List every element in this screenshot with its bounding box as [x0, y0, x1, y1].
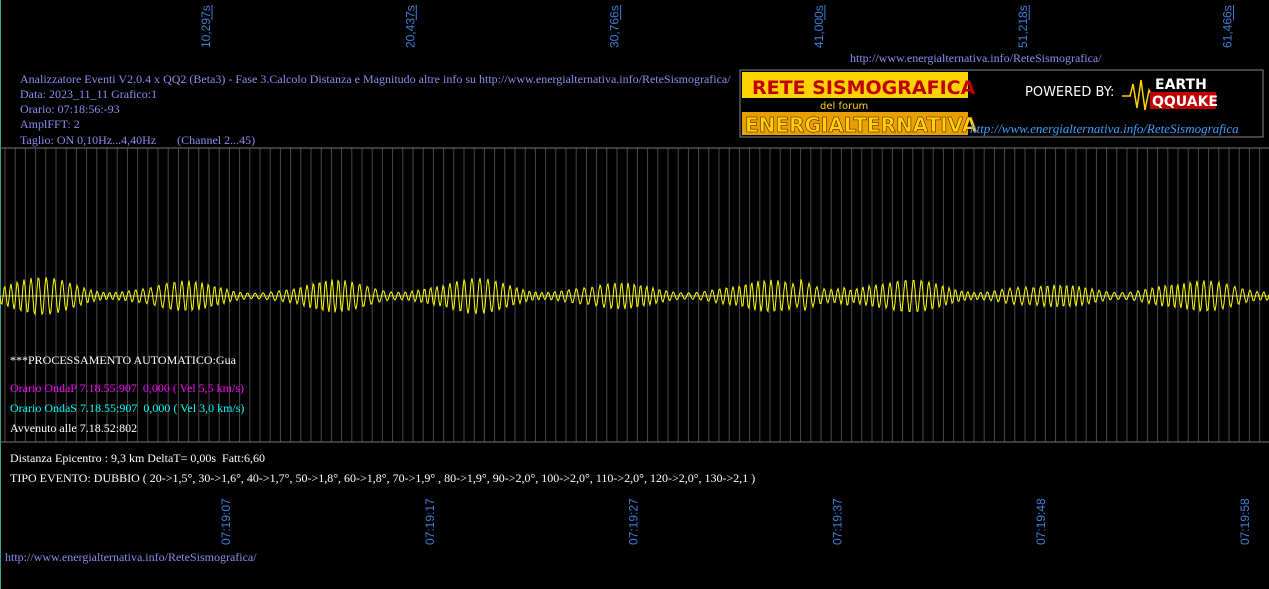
logo-powered: POWERED BY:	[1025, 85, 1114, 100]
top-time-label: 10,297s	[199, 5, 213, 48]
bottom-time-label: 07:19:58	[1238, 498, 1252, 545]
bottom-axis: 07:19:07 07:19:17 07:19:27 07:19:37 07:19:48…	[219, 498, 1252, 545]
bottom-url: http://www.energialternativa.info/ReteSi…	[5, 550, 257, 564]
header-line: AmplFFT: 2	[20, 117, 80, 131]
top-time-label: 51,218s	[1016, 5, 1030, 48]
bottom-time-label: 07:19:37	[830, 498, 844, 545]
top-axis: 10,297s 20,437s 30,766s 41,000s 51,218s 61,46…	[199, 5, 1235, 48]
logo-earth: EARTH	[1155, 77, 1207, 93]
logo-title: RETE SISMOGRAFICA	[752, 77, 976, 99]
top-time-label: 20,437s	[403, 5, 417, 48]
avvenuto: Avvenuto alle 7.18.52:802	[10, 421, 137, 435]
distance: Distanza Epicentro : 9,3 km DeltaT= 0,00…	[10, 451, 265, 465]
bottom-time-label: 07:19:07	[219, 498, 233, 545]
logo-band	[742, 112, 968, 135]
header-line: Data: 2023_11_11 Grafico:1	[20, 87, 157, 101]
bottom-time-label: 07:19:27	[627, 498, 641, 545]
bottom-time-label: 07:19:17	[423, 498, 437, 545]
top-time-label: 30,766s	[608, 5, 622, 48]
waveform	[0, 277, 1269, 316]
logo-band	[742, 72, 968, 98]
logo-url: http://www.energialternativa.info/ReteSi…	[970, 121, 1239, 136]
onda-s: Orario OndaS 7.18.55:907 0,000 ( Vel 3,0…	[10, 401, 244, 415]
top-time-label: 41,000s	[812, 5, 826, 48]
header-line: Orario: 07:18:56:-93	[20, 102, 120, 116]
top-time-label: 61,466s	[1221, 5, 1235, 48]
event-type: TIPO EVENTO: DUBBIO ( 20->1,5°, 30->1,6°…	[10, 471, 755, 485]
logo-band	[1150, 92, 1216, 109]
onda-p: Orario OndaP 7.18.55:907 0,000 ( Vel 5,5…	[10, 381, 244, 395]
logo-quake: QQUAKE	[1152, 94, 1218, 110]
logo: RETE SISMOGRAFICA del forum ENERGIALTERN…	[739, 69, 1264, 138]
processing-title: ***PROCESSAMENTO AUTOMATICO:Gua	[10, 353, 237, 367]
header-line: Taglio: ON 0,10Hz...4,40Hz (Channel 2...…	[20, 133, 255, 147]
top-url: http://www.energialternativa.info/ReteSi…	[850, 51, 1102, 65]
bottom-time-label: 07:19:48	[1034, 498, 1048, 545]
header-line: Analizzatore Eventi V2.0.4 x QQ2 (Beta3)…	[20, 72, 731, 86]
logo-subtitle: del forum	[820, 101, 868, 112]
logo-brand: ENERGIALTERNATIVA	[745, 113, 978, 137]
